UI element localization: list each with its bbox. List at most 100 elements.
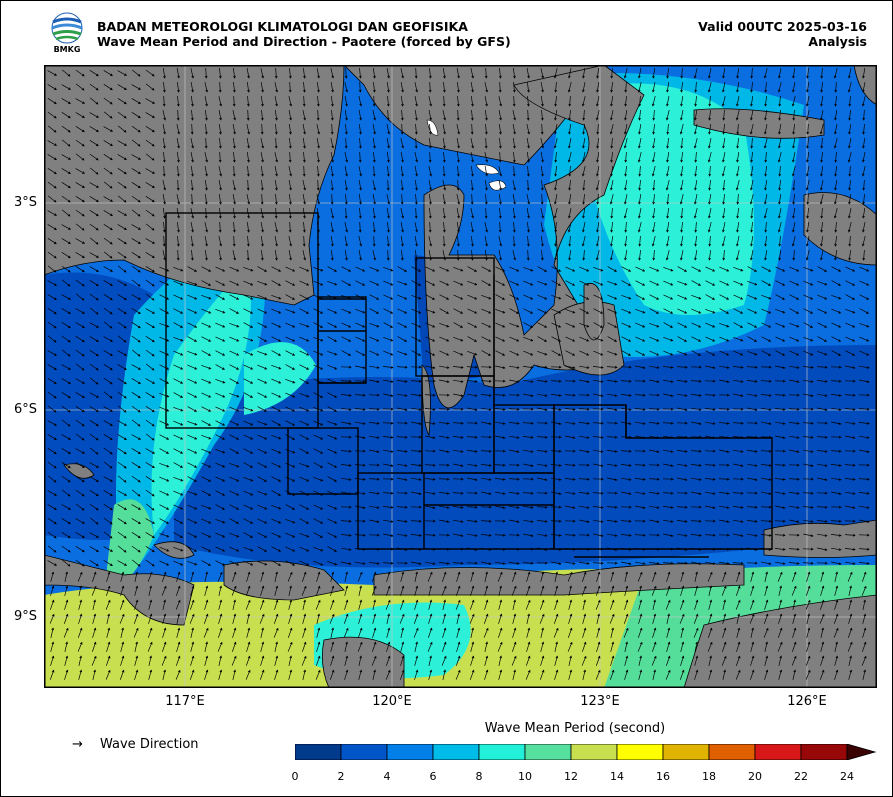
wave-arrow: [229, 308, 240, 314]
wave-arrow: [652, 123, 655, 135]
wave-arrow: [428, 123, 432, 135]
wave-arrow: [789, 449, 800, 454]
wave-arrow: [190, 655, 195, 666]
wave-arrow: [372, 235, 376, 247]
wave-arrow: [578, 463, 590, 467]
wave-arrow: [607, 294, 618, 300]
wave-arrow: [845, 491, 856, 495]
wave-arrow: [386, 138, 390, 149]
wave-arrow: [509, 336, 520, 342]
wave-arrow: [526, 571, 531, 582]
wave-arrow: [49, 599, 55, 610]
wave-arrow: [359, 67, 362, 79]
wave-arrow: [340, 534, 352, 537]
wave-arrow: [383, 308, 394, 314]
wave-arrow: [285, 364, 296, 370]
wave-arrow: [592, 436, 604, 439]
wave-arrow: [47, 111, 57, 119]
wave-arrow: [47, 224, 57, 230]
wave-arrow: [131, 252, 141, 259]
wave-arrow: [89, 546, 99, 552]
wave-arrow: [665, 655, 671, 666]
wave-arrow: [243, 420, 254, 426]
wave-arrow: [201, 280, 212, 286]
wave-arrow: [340, 379, 352, 383]
wave-arrow: [243, 294, 254, 300]
wave-arrow: [271, 350, 282, 356]
wave-arrow: [694, 81, 698, 93]
wave-arrow: [75, 419, 85, 427]
wave-arrow: [638, 655, 643, 666]
wave-arrow: [396, 561, 408, 565]
wave-arrow: [327, 518, 338, 524]
wave-arrow: [201, 322, 212, 328]
wave-arrow: [443, 151, 446, 163]
wave-arrow: [750, 221, 753, 233]
wave-arrow: [357, 641, 363, 652]
wave-arrow: [176, 641, 181, 652]
wave-arrow: [680, 67, 684, 79]
wave-arrow: [271, 462, 282, 468]
wave-arrow: [803, 393, 814, 398]
wave-arrow: [792, 138, 796, 149]
wave-arrow: [456, 138, 460, 149]
wave-arrow: [719, 449, 730, 454]
wave-arrow: [778, 68, 782, 79]
wave-arrow: [778, 585, 783, 596]
wave-arrow: [638, 249, 641, 261]
wave-arrow: [568, 655, 573, 666]
wave-arrow: [131, 489, 141, 497]
wave-arrow: [442, 599, 447, 610]
wave-arrow: [466, 365, 478, 369]
wave-arrow: [833, 68, 838, 79]
wave-arrow: [301, 585, 307, 596]
wave-arrow: [844, 519, 856, 523]
wave-arrow: [749, 599, 755, 610]
wave-arrow: [746, 561, 758, 565]
wave-arrow: [651, 571, 657, 582]
wave-arrow: [271, 308, 282, 314]
wave-arrow: [401, 249, 404, 261]
wave-arrow: [497, 571, 503, 582]
wave-arrow: [847, 222, 852, 233]
wave-arrow: [452, 421, 464, 425]
wave-arrow: [679, 599, 685, 610]
wave-arrow: [358, 166, 363, 177]
wave-arrow: [75, 223, 85, 231]
wave-arrow: [665, 110, 670, 121]
wave-arrow: [593, 449, 604, 453]
wave-arrow: [694, 194, 698, 205]
wave-arrow: [399, 669, 405, 680]
wave-arrow: [526, 124, 531, 135]
wave-arrow: [131, 294, 142, 300]
wave-arrow: [693, 627, 699, 638]
wave-arrow: [429, 207, 432, 219]
wave-arrow: [722, 82, 726, 93]
wave-arrow: [733, 294, 744, 300]
wave-arrow: [859, 350, 870, 356]
wave-arrow: [764, 641, 769, 652]
wave-arrow: [299, 406, 310, 412]
wave-arrow: [750, 250, 754, 261]
wave-arrow: [792, 208, 796, 219]
wave-arrow: [834, 151, 838, 163]
wave-arrow: [844, 408, 856, 411]
wave-arrow: [204, 669, 209, 680]
wave-arrow: [316, 124, 321, 135]
wave-arrow: [396, 520, 408, 523]
wave-arrow: [176, 194, 181, 205]
wave-arrow: [187, 546, 198, 552]
wave-arrow: [341, 350, 352, 356]
wave-arrow: [470, 571, 475, 582]
wave-arrow: [50, 571, 55, 582]
wave-arrow: [397, 322, 408, 328]
wave-arrow: [579, 308, 590, 314]
wave-arrow: [215, 532, 226, 538]
wave-arrow: [652, 82, 656, 93]
wave-arrow: [232, 599, 237, 610]
wave-arrow: [467, 322, 478, 328]
wave-arrow: [201, 266, 212, 272]
wave-arrow: [484, 96, 488, 107]
wave-arrow: [610, 81, 613, 93]
wave-arrow: [343, 627, 349, 638]
